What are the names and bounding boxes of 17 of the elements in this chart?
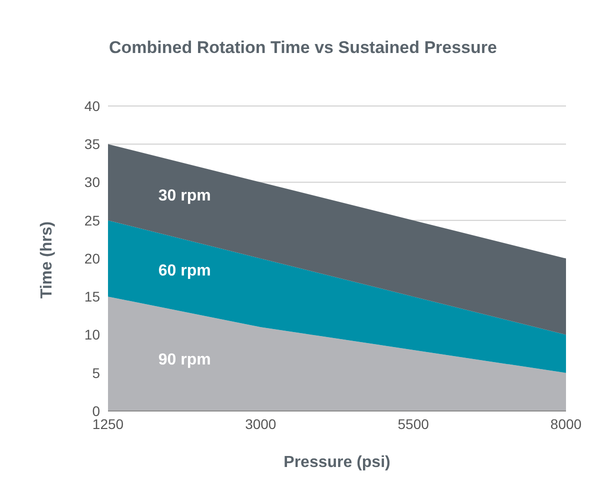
series-label: 90 rpm bbox=[158, 351, 211, 368]
y-tick-label: 15 bbox=[84, 288, 100, 305]
y-tick-label: 20 bbox=[84, 250, 100, 266]
y-tick-label: 30 bbox=[84, 174, 100, 190]
x-tick-label: 3000 bbox=[245, 416, 276, 432]
y-tick-label: 35 bbox=[84, 136, 100, 152]
y-tick-label: 25 bbox=[84, 212, 100, 228]
y-tick-label: 5 bbox=[92, 364, 100, 381]
series-label: 60 rpm bbox=[158, 262, 211, 280]
x-axis-title: Pressure (psi) bbox=[284, 454, 390, 471]
chart-title: Combined Rotation Time vs Sustained Pressure bbox=[108, 38, 498, 58]
series-label: 30 rpm bbox=[158, 187, 211, 204]
y-axis-title: Time (hrs) bbox=[38, 221, 56, 298]
x-tick-label: 8000 bbox=[550, 416, 582, 432]
x-tick-label: 5500 bbox=[398, 416, 430, 432]
y-tick-label: 10 bbox=[84, 326, 100, 343]
y-tick-label: 40 bbox=[84, 98, 100, 114]
